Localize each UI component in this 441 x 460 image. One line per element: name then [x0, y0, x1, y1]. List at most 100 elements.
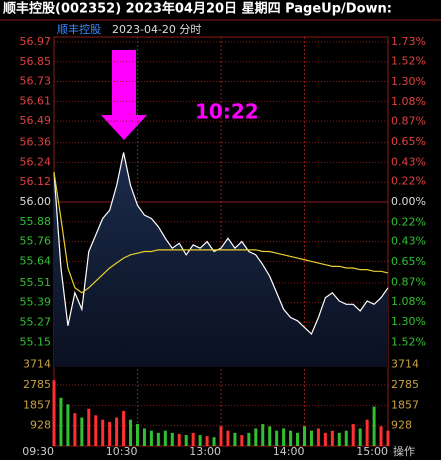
x-tick-label: 15:00	[356, 445, 388, 458]
y2-tick-label: 1.30%	[391, 75, 426, 88]
y-tick-label: 55.64	[20, 254, 52, 267]
price-line	[53, 152, 389, 336]
volume-bar	[205, 436, 209, 446]
volume-bar	[233, 432, 237, 446]
volume-bar	[219, 426, 223, 446]
y2-tick-label: 0.22%	[391, 175, 426, 188]
volume-bar	[184, 435, 188, 446]
y2-tick-label: 0.65%	[391, 255, 426, 268]
y-tick-label: 55.51	[20, 276, 52, 289]
x-tick-label: 14:00	[273, 445, 305, 458]
y2-tick-label: 0.87%	[391, 115, 426, 128]
volume-tick-label: 2785	[23, 378, 51, 391]
volume-bar	[282, 428, 286, 446]
y2-tick-label: 1.73%	[391, 35, 426, 48]
volume-bar	[52, 380, 56, 446]
volume-bar	[59, 397, 63, 446]
volume-bar	[351, 424, 355, 446]
volume-bar	[115, 417, 119, 446]
annotation: 10:22	[195, 100, 259, 124]
y-tick-label: 56.12	[20, 175, 52, 188]
price-area	[54, 152, 388, 367]
y2-tick-label: 1.08%	[391, 295, 426, 308]
y-tick-label: 56.97	[20, 35, 52, 48]
y-tick-label: 55.88	[20, 215, 52, 228]
volume-bar	[66, 404, 70, 446]
volume-tick-label: 3714	[391, 358, 419, 371]
volume-tick-label: 1857	[23, 398, 51, 411]
volume-bar	[226, 430, 230, 446]
y-tick-label: 56.85	[20, 55, 52, 68]
y-tick-label: 56.24	[20, 155, 52, 168]
volume-bar	[303, 426, 306, 446]
volume-bar	[101, 419, 105, 446]
y2-tick-label: 1.52%	[391, 55, 426, 68]
volume-bar	[379, 426, 383, 446]
y-tick-label: 56.73	[20, 75, 52, 88]
y-tick-label: 56.00	[20, 195, 52, 208]
y-tick-label: 56.49	[20, 114, 52, 127]
volume-bar	[254, 428, 258, 446]
volume-bar	[275, 430, 279, 446]
volume-bar	[323, 432, 327, 446]
x-tick-label: 09:30	[22, 445, 54, 458]
volume-bar	[156, 432, 160, 446]
volume-bar	[191, 432, 195, 446]
volume-bar	[344, 430, 348, 446]
subtitle: 2023-04-20 分时	[112, 23, 201, 36]
volume-bar	[142, 428, 146, 446]
y2-tick-label: 0.43%	[391, 235, 426, 248]
volume-bar	[212, 437, 216, 446]
volume-bar	[198, 435, 202, 446]
y2-tick-label: 0.43%	[391, 155, 426, 168]
volume-tick-label: 1857	[391, 398, 419, 411]
y2-tick-label: 0.87%	[391, 275, 426, 288]
y-tick-label: 55.39	[20, 296, 52, 309]
volume-bar	[87, 408, 91, 446]
y-tick-label: 55.15	[20, 335, 52, 348]
volume-bar	[358, 428, 362, 446]
volume-bar	[386, 430, 390, 446]
volume-bar	[261, 424, 265, 446]
volume-bar	[309, 430, 313, 446]
volume-bar	[149, 430, 153, 446]
volume-bar	[122, 410, 126, 446]
volume-bar	[94, 415, 98, 446]
volume-bar	[316, 428, 320, 446]
x-tick-label: 10:30	[106, 445, 138, 458]
y-tick-label: 55.76	[20, 235, 52, 248]
volume-bar	[177, 433, 181, 446]
volume-bar	[372, 406, 376, 446]
volume-bar	[163, 430, 167, 446]
volume-bar	[268, 426, 272, 446]
volume-bar	[365, 419, 369, 446]
volume-tick-label: 2785	[391, 378, 419, 391]
y2-tick-label: 0.65%	[391, 135, 426, 148]
x-tick-label: 13:00	[189, 445, 221, 458]
y2-tick-label: 0.22%	[391, 215, 426, 228]
volume-bar	[289, 430, 293, 446]
y-tick-label: 56.61	[20, 94, 52, 107]
volume-bar	[80, 417, 84, 446]
y2-tick-label: 1.30%	[391, 315, 426, 328]
corner-label: 操作	[393, 444, 415, 458]
title-bar	[0, 0, 441, 19]
stock-name: 顺丰控股	[57, 22, 101, 36]
volume-bar	[170, 432, 174, 446]
volume-tick-label: 928	[30, 419, 51, 432]
volume-bar	[73, 413, 77, 446]
volume-bar	[129, 419, 133, 446]
title: 顺丰控股(002352) 2023年04月20日 星期四 PageUp/Down…	[3, 1, 392, 17]
average-line	[53, 172, 389, 294]
volume-bar	[337, 432, 341, 446]
arrow	[101, 50, 147, 140]
volume-bar	[247, 432, 251, 446]
volume-bar	[330, 430, 334, 446]
volume-bar	[240, 435, 244, 446]
y2-tick-label: 1.08%	[391, 95, 426, 108]
y2-tick-label: 1.52%	[391, 335, 426, 348]
volume-bar	[136, 424, 139, 446]
y-tick-label: 56.36	[20, 136, 52, 149]
